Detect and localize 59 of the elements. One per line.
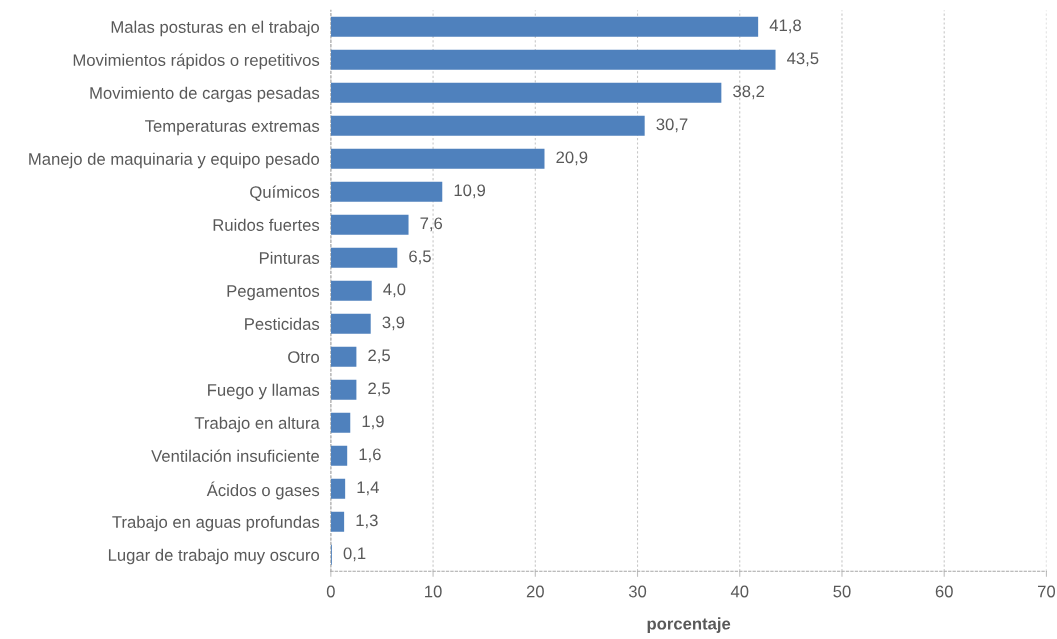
data-label: 1,4: [357, 481, 379, 496]
data-label: 2,5: [368, 349, 390, 364]
y-tick-label: Movimiento de cargas pesadas: [90, 86, 320, 103]
x-axis-title: porcentaje: [647, 617, 731, 633]
x-tick-label: 0: [326, 585, 335, 598]
bar: [330, 214, 409, 235]
x-tick-label: 50: [833, 585, 851, 598]
y-tick-label: Lugar de trabajo muy oscuro: [108, 548, 320, 565]
data-label: 1,3: [356, 514, 378, 529]
y-tick-label: Ventilación insuficiente: [151, 449, 319, 462]
data-label: 20,9: [556, 151, 588, 166]
data-label: 2,5: [368, 382, 390, 397]
bar: [330, 82, 722, 103]
y-tick-label: Manejo de maquinaria y equipo pesado: [29, 152, 320, 169]
y-tick-label: Pegamentos: [227, 285, 320, 301]
data-label: 3,9: [382, 316, 405, 331]
data-label: 10,9: [454, 184, 486, 199]
bar: [330, 280, 372, 301]
y-tick-label: Trabajo en altura: [194, 416, 320, 433]
x-tick-label: 10: [425, 585, 442, 598]
bar: [330, 445, 348, 466]
y-tick-label: Trabajo en aguas profundas: [112, 515, 320, 532]
data-label: 43,5: [787, 52, 819, 67]
data-label: 38,2: [733, 85, 765, 100]
x-tick-label: 20: [526, 585, 544, 598]
y-tick-label: Pesticidas: [245, 317, 320, 330]
bar: [330, 346, 357, 367]
y-tick-label: Malas posturas en el trabajo: [111, 20, 320, 37]
x-tick-label: 70: [1038, 585, 1056, 598]
y-tick-label: Ácidos o gases: [206, 481, 320, 500]
y-tick-label: Movimientos rápidos o repetitivos: [73, 53, 320, 70]
bar: [330, 16, 759, 37]
y-tick-label: Ruidos fuertes: [213, 218, 320, 231]
bar: [330, 313, 371, 334]
bar: [330, 115, 645, 136]
data-label: 4,0: [383, 283, 406, 298]
data-label: 6,5: [409, 250, 431, 265]
bar: [330, 247, 398, 268]
y-tick-label: Pinturas: [259, 251, 320, 264]
data-label: 30,7: [656, 118, 688, 133]
data-label: 0,1: [343, 547, 366, 562]
y-tick-label: Fuego y llamas: [208, 383, 320, 400]
x-tick-label: 40: [730, 585, 749, 598]
bar: [330, 49, 776, 70]
y-tick-label: Temperaturas extremas: [145, 120, 320, 136]
bar: [330, 379, 357, 400]
y-tick-label: Químicos: [250, 185, 320, 201]
bar: [330, 511, 345, 532]
data-label: 1,9: [362, 415, 384, 430]
data-label: 7,6: [420, 217, 443, 232]
y-tick-label: Otro: [288, 351, 320, 363]
bar: [330, 181, 443, 202]
bar: [330, 478, 346, 499]
data-label: 41,8: [769, 19, 801, 34]
bar: [330, 148, 545, 169]
x-tick-label: 60: [935, 585, 953, 598]
bar: [330, 412, 351, 433]
x-tick-label: 30: [628, 585, 647, 598]
data-label: 1,6: [359, 448, 381, 463]
